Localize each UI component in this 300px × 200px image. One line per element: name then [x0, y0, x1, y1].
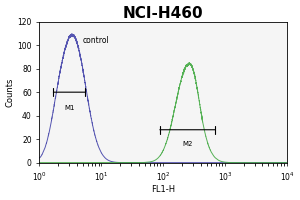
Y-axis label: Counts: Counts — [6, 77, 15, 107]
Text: M1: M1 — [64, 105, 74, 111]
X-axis label: FL1-H: FL1-H — [151, 185, 175, 194]
Title: NCI-H460: NCI-H460 — [123, 6, 204, 21]
Text: control: control — [83, 36, 110, 45]
Text: M2: M2 — [182, 141, 193, 147]
